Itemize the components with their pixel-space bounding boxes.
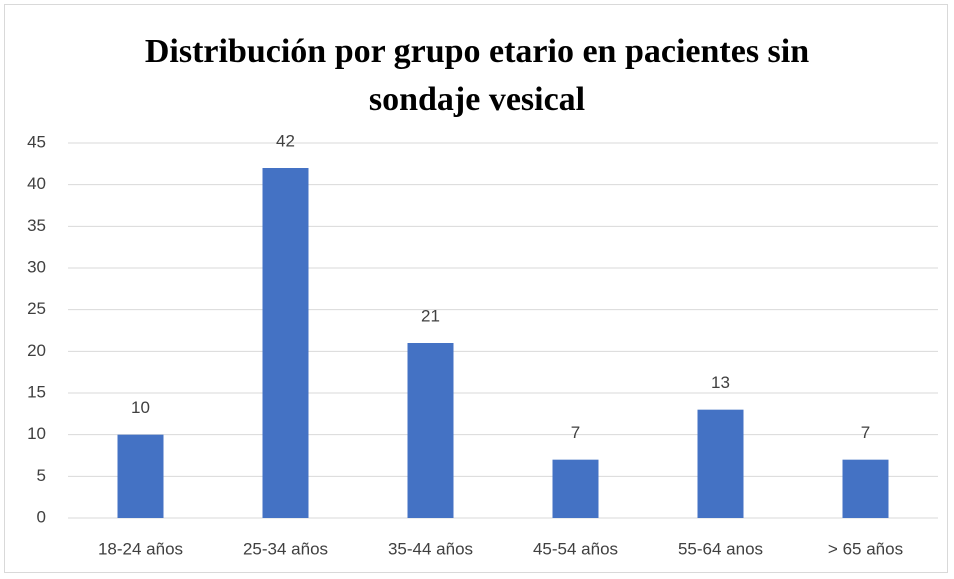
chart-title: Distribución por grupo etario en pacient…	[144, 33, 810, 118]
data-label: 13	[711, 373, 730, 392]
y-tick-label: 15	[27, 382, 46, 401]
y-tick-label: 10	[27, 424, 46, 443]
y-tick-label: 5	[37, 466, 46, 485]
y-tick-label: 0	[37, 507, 46, 526]
x-tick-label: 18-24 años	[98, 539, 183, 558]
y-tick-label: 20	[27, 341, 46, 360]
bar	[552, 459, 599, 518]
y-tick-label: 40	[27, 174, 46, 193]
x-tick-label: 55-64 anos	[678, 539, 763, 558]
bar	[407, 343, 454, 518]
data-label: 7	[571, 423, 580, 442]
y-tick-label: 45	[27, 132, 46, 151]
y-tick-label: 25	[27, 299, 46, 318]
y-tick-label: 30	[27, 257, 46, 276]
data-label: 21	[421, 306, 440, 325]
data-label: 7	[861, 423, 870, 442]
x-tick-label: 35-44 años	[388, 539, 473, 558]
x-tick-label: > 65 años	[828, 539, 903, 558]
bar	[842, 459, 889, 518]
bar	[697, 409, 744, 518]
data-label: 10	[131, 398, 150, 417]
data-label: 42	[276, 131, 295, 150]
bar	[262, 168, 309, 518]
chart-frame	[4, 4, 948, 573]
y-tick-label: 35	[27, 216, 46, 235]
x-tick-label: 25-34 años	[243, 539, 328, 558]
bar	[117, 434, 164, 518]
x-tick-label: 45-54 años	[533, 539, 618, 558]
